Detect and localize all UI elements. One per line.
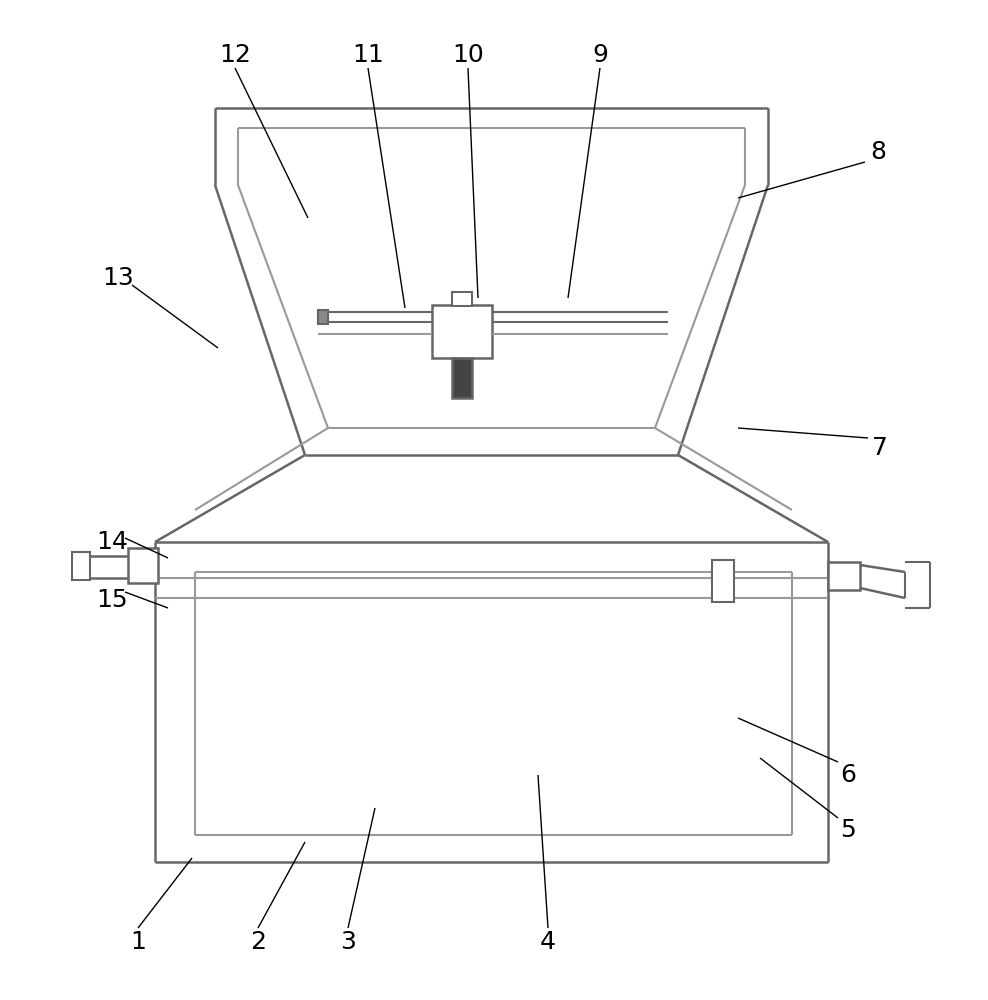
- Text: 7: 7: [872, 436, 888, 460]
- Text: 4: 4: [540, 930, 556, 954]
- Bar: [712, 560, 734, 602]
- Bar: [128, 548, 158, 583]
- Text: 8: 8: [870, 140, 886, 164]
- Bar: [432, 305, 492, 358]
- Text: 13: 13: [102, 266, 134, 290]
- Text: 3: 3: [340, 930, 356, 954]
- Bar: [318, 310, 328, 324]
- Bar: [72, 552, 90, 580]
- Text: 15: 15: [96, 588, 127, 612]
- Bar: [452, 292, 472, 306]
- Text: 9: 9: [592, 43, 608, 67]
- Text: 12: 12: [219, 43, 251, 67]
- Text: 11: 11: [352, 43, 384, 67]
- Text: 1: 1: [130, 930, 146, 954]
- Polygon shape: [155, 108, 828, 542]
- Text: 10: 10: [453, 43, 484, 67]
- Text: 6: 6: [840, 763, 856, 787]
- Bar: [452, 358, 472, 398]
- Text: 2: 2: [250, 930, 266, 954]
- Text: 5: 5: [840, 818, 856, 842]
- Bar: [828, 562, 860, 590]
- Text: 14: 14: [96, 530, 127, 554]
